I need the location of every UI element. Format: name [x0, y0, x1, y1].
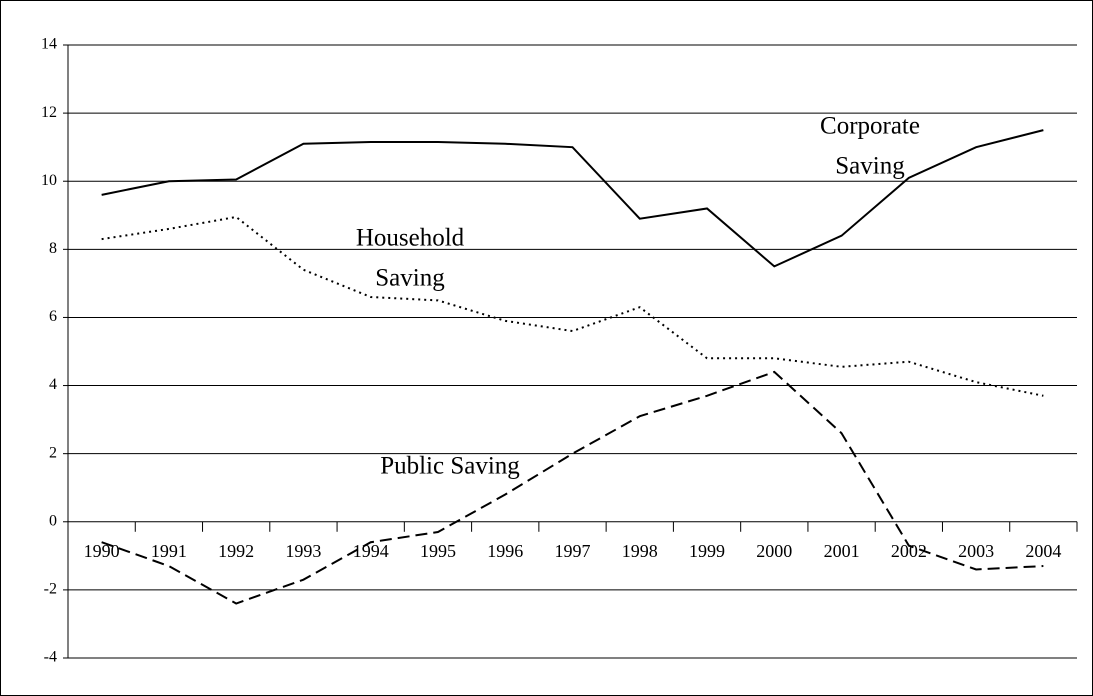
series-line — [101, 370, 1044, 605]
y-tick-label: -2 — [44, 581, 57, 598]
x-tick-label: 1995 — [420, 541, 456, 561]
x-tick-label: 1993 — [285, 541, 321, 561]
y-tick-label: 14 — [41, 36, 57, 53]
y-tick-label: 6 — [49, 308, 57, 325]
annotation: Corporate — [820, 113, 920, 140]
x-tick-label: 1990 — [84, 541, 120, 561]
series-line — [101, 215, 1044, 397]
y-tick-label: 2 — [49, 444, 57, 461]
annotation: Household — [356, 225, 465, 252]
x-tick-label: 1999 — [689, 541, 725, 561]
x-tick-label: 1994 — [353, 541, 389, 561]
y-tick-label: 8 — [49, 240, 57, 257]
y-tick-label: 10 — [41, 172, 57, 189]
x-tick-label: 2000 — [756, 541, 792, 561]
x-tick-label: 1991 — [151, 541, 187, 561]
x-tick-label: 2001 — [824, 541, 860, 561]
y-tick-label: 0 — [49, 512, 57, 529]
annotation: Saving — [835, 153, 905, 180]
y-tick-label: -4 — [44, 649, 57, 666]
x-tick-label: 1992 — [218, 541, 254, 561]
y-tick-label: 12 — [41, 104, 57, 121]
annotation: Public Saving — [380, 453, 520, 480]
x-tick-label: 2002 — [891, 541, 927, 561]
x-tick-label: 1996 — [487, 541, 523, 561]
x-tick-label: 2004 — [1025, 541, 1061, 561]
x-tick-label: 1997 — [555, 541, 591, 561]
annotation: Saving — [375, 265, 445, 292]
y-tick-label: 4 — [49, 376, 57, 393]
x-tick-label: 1998 — [622, 541, 658, 561]
series-line — [101, 129, 1044, 268]
x-tick-label: 2003 — [958, 541, 994, 561]
